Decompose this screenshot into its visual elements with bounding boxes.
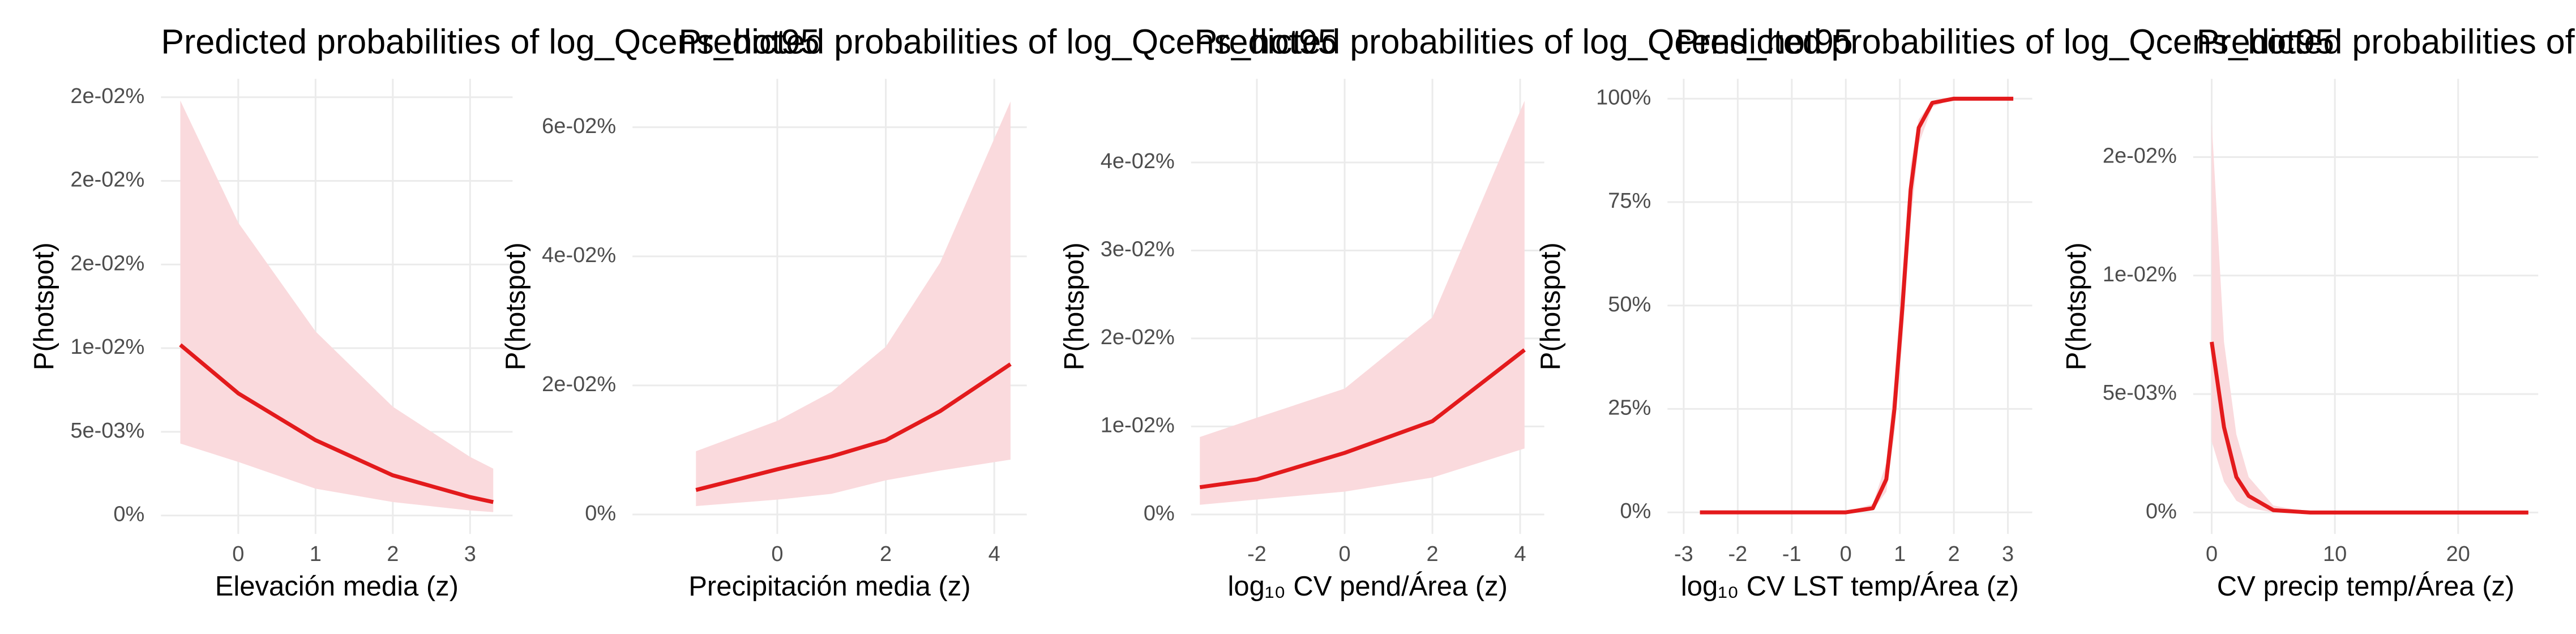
- confidence-band: [696, 101, 1011, 507]
- x-tick-label: -1: [1782, 542, 1802, 566]
- line: [2210, 341, 2528, 515]
- x-tick-label: 0: [2206, 542, 2218, 566]
- panel: 0% 25% 50% 75% 100% -3 -2 -1 0 1 2 3 log₁₀ CV LST te…: [1535, 79, 2032, 602]
- y-tick-label: 2e-02%: [542, 372, 616, 396]
- x-tick-label: 3: [464, 542, 476, 566]
- y-axis-label: P(hotspot): [29, 242, 59, 370]
- line: [1700, 96, 2014, 515]
- y-tick-label: 2e-02%: [70, 168, 144, 192]
- x-tick-label: -2: [1728, 542, 1747, 566]
- y-axis-label: P(hotspot): [2061, 242, 2092, 370]
- y-tick-label: 6e-02%: [542, 114, 616, 138]
- chart-title: Predicted probabilities of log_Qcens_hot…: [1676, 22, 2334, 61]
- y-tick-label: 50%: [1608, 293, 1651, 316]
- y-tick-label: 2e-02%: [70, 251, 144, 275]
- chart-title: Predicted probabilities of log_Qcens_hot…: [1195, 22, 1853, 61]
- y-axis-label: P(hotspot): [1059, 242, 1090, 370]
- x-tick-label: 2: [880, 542, 892, 566]
- line: [1199, 348, 1526, 490]
- x-axis-label: log₁₀ CV pend/Área (z): [1228, 571, 1508, 602]
- y-tick-label: 5e-03%: [70, 419, 144, 443]
- x-tick-label: 20: [2446, 542, 2470, 566]
- y-tick-label: 0%: [113, 503, 144, 526]
- x-tick-label: -3: [1674, 542, 1693, 566]
- y-axis-label: P(hotspot): [1535, 242, 1566, 370]
- x-tick-label: 2: [1426, 542, 1438, 566]
- y-tick-label: 75%: [1608, 189, 1651, 213]
- x-tick-label: -2: [1247, 542, 1266, 566]
- x-tick-label: 0: [232, 542, 244, 566]
- x-tick-label: 10: [2323, 542, 2347, 566]
- y-tick-label: 25%: [1608, 396, 1651, 419]
- panel: 0% 5e-03% 1e-02% 2e-02% 2e-02% 2e-02% 0 1 2 3Elev…: [29, 79, 513, 602]
- y-tick-label: 1e-02%: [2103, 263, 2177, 286]
- y-tick-label: 4e-02%: [1101, 149, 1175, 173]
- x-axis-label: Precipitación media (z): [688, 571, 970, 602]
- line: [179, 343, 494, 504]
- y-tick-label: 0%: [1620, 499, 1651, 523]
- y-tick-label: 2e-02%: [1101, 325, 1175, 349]
- x-axis-label: Elevación media (z): [215, 571, 459, 602]
- x-tick-label: 1: [1894, 542, 1906, 566]
- y-tick-label: 1e-02%: [70, 335, 144, 359]
- x-tick-label: 0: [771, 542, 783, 566]
- y-tick-label: 1e-02%: [1101, 413, 1175, 437]
- panel: 0% 5e-03% 1e-02% 2e-02% 0 10 20 CV precip temp/…: [2061, 79, 2539, 602]
- confidence-band: [180, 100, 494, 512]
- chart-title: Predicted probabilities of log_Qcens_hot…: [161, 22, 819, 61]
- x-axis-label: log₁₀ CV LST temp/Área (z): [1681, 571, 2019, 602]
- y-tick-label: 0%: [585, 502, 616, 525]
- chart-title: Predicted probabilities of log_Qcens_hot…: [678, 22, 1337, 61]
- line: [695, 362, 1012, 492]
- x-tick-label: 4: [989, 542, 1000, 566]
- y-tick-label: 5e-03%: [2103, 381, 2177, 405]
- y-axis-label: P(hotspot): [500, 242, 531, 370]
- x-axis-label: CV precip temp/Área (z): [2217, 571, 2515, 602]
- y-tick-label: 0%: [2146, 499, 2177, 523]
- x-tick-label: 1: [310, 542, 322, 566]
- y-tick-label: 100%: [1596, 85, 1651, 109]
- y-tick-label: 2e-02%: [70, 84, 144, 108]
- x-tick-label: 2: [1948, 542, 1960, 566]
- panel: 0% 2e-02% 4e-02% 6e-02% 0 2 4 Precipitación med…: [500, 79, 1027, 602]
- x-tick-label: 3: [2002, 542, 2014, 566]
- x-tick-label: 0: [1840, 542, 1852, 566]
- chart-title: Predicted probabilities of log_Qcens_hot…: [2197, 22, 2576, 61]
- y-tick-label: 2e-02%: [2103, 144, 2177, 168]
- confidence-band: [1200, 101, 1525, 505]
- y-tick-label: 4e-02%: [542, 243, 616, 267]
- x-tick-label: 0: [1338, 542, 1350, 566]
- x-tick-label: 2: [387, 542, 399, 566]
- x-tick-label: 4: [1514, 542, 1526, 566]
- y-tick-label: 0%: [1144, 502, 1175, 525]
- confidence-band: [2211, 121, 2528, 513]
- y-tick-label: 3e-02%: [1101, 237, 1175, 261]
